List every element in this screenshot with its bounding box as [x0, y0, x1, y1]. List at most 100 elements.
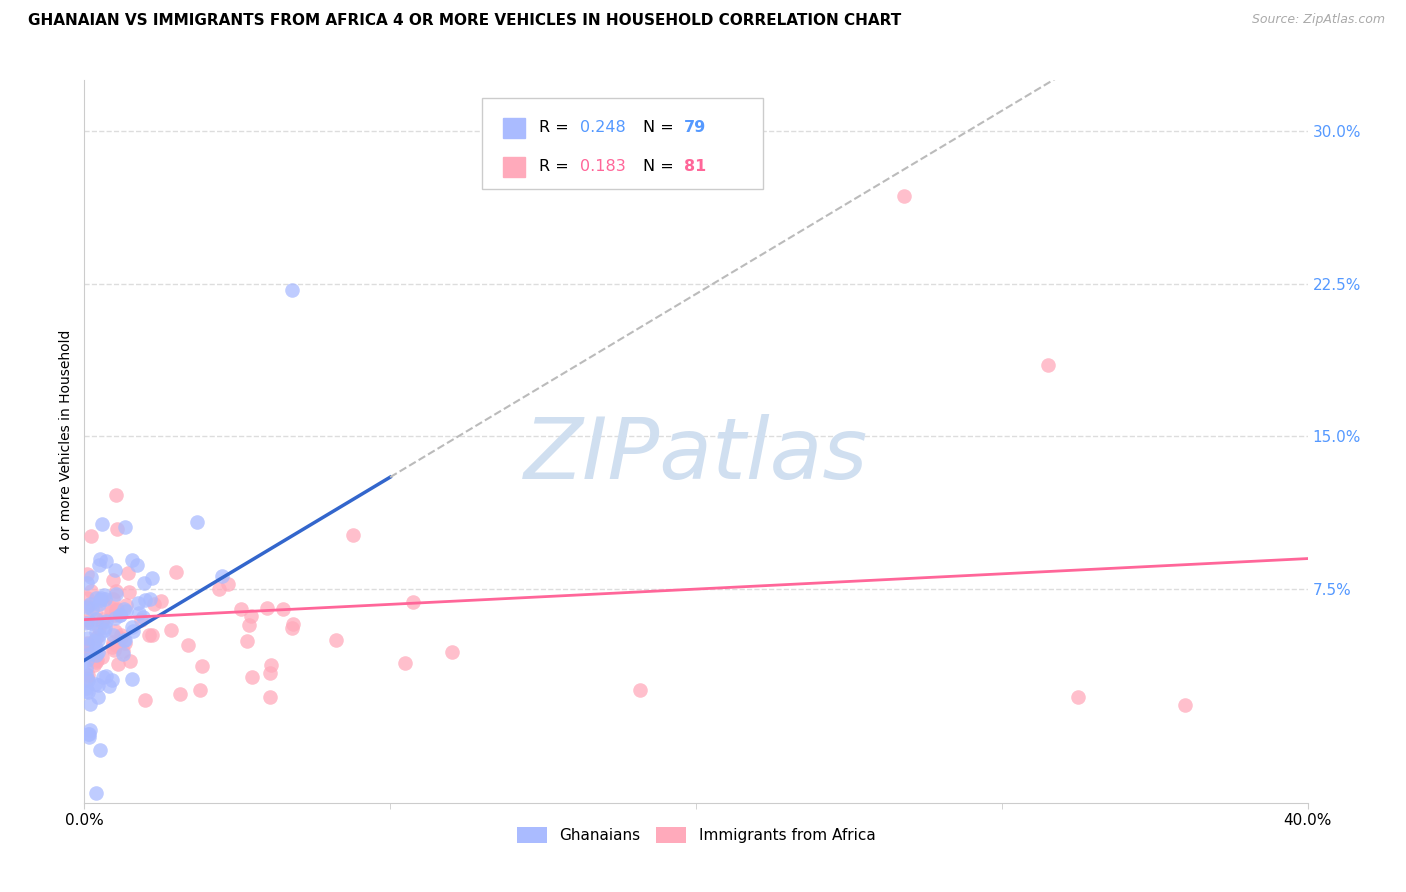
Point — [98, 679, 121, 693]
Point — [104, 624, 127, 639]
Point — [229, 602, 252, 616]
Point — [105, 522, 128, 536]
Point — [75, 661, 97, 675]
Point — [104, 608, 127, 623]
Text: 0.183: 0.183 — [579, 160, 626, 175]
Point — [86, 653, 108, 667]
Point — [76, 576, 98, 591]
Point — [76, 567, 98, 582]
Point — [129, 613, 152, 627]
Point — [103, 573, 125, 587]
Point — [115, 604, 138, 618]
Point — [211, 569, 233, 583]
Text: N =: N = — [644, 120, 679, 136]
Point — [273, 601, 295, 615]
Point — [89, 743, 111, 757]
Point — [240, 608, 263, 623]
Point — [84, 677, 107, 691]
Point — [111, 644, 134, 658]
Point — [101, 673, 124, 688]
Point — [83, 633, 105, 648]
Point — [76, 673, 98, 688]
Point — [91, 670, 114, 684]
Point — [115, 599, 138, 613]
Point — [134, 592, 156, 607]
Point — [177, 639, 200, 653]
Point — [76, 599, 98, 613]
Point — [76, 599, 98, 614]
Point — [260, 658, 283, 673]
Point — [104, 584, 127, 599]
Y-axis label: 4 or more Vehicles in Household: 4 or more Vehicles in Household — [59, 330, 73, 553]
Point — [89, 551, 111, 566]
Point — [134, 693, 156, 707]
Point — [104, 563, 127, 577]
Point — [94, 615, 117, 629]
Point — [87, 627, 110, 641]
Point — [120, 654, 142, 668]
Point — [127, 596, 149, 610]
Point — [84, 786, 107, 800]
Point — [114, 633, 136, 648]
Point — [84, 648, 107, 662]
Point — [79, 723, 101, 737]
Point — [76, 635, 98, 649]
Point — [76, 637, 98, 651]
Point — [79, 597, 101, 611]
Legend: Ghanaians, Immigrants from Africa: Ghanaians, Immigrants from Africa — [510, 822, 882, 849]
Point — [84, 625, 107, 640]
Point — [325, 633, 347, 648]
Point — [160, 623, 183, 637]
Point — [127, 558, 149, 572]
Point — [114, 520, 136, 534]
Point — [114, 635, 136, 649]
Point — [76, 632, 98, 646]
Point — [91, 516, 114, 531]
Point — [107, 601, 129, 615]
FancyBboxPatch shape — [503, 118, 524, 137]
Point — [93, 623, 115, 637]
Text: N =: N = — [644, 160, 679, 175]
Point — [89, 621, 111, 635]
Point — [128, 607, 150, 621]
Point — [76, 671, 98, 685]
Point — [117, 585, 139, 599]
Point — [79, 727, 101, 741]
Text: ZIPatlas: ZIPatlas — [524, 415, 868, 498]
Text: 0.248: 0.248 — [579, 120, 626, 136]
Point — [240, 670, 263, 684]
Point — [104, 611, 127, 625]
Point — [138, 628, 160, 642]
Point — [89, 558, 111, 572]
Point — [121, 620, 143, 634]
Point — [105, 639, 128, 653]
Point — [90, 615, 112, 629]
Point — [84, 591, 107, 605]
Point — [104, 587, 127, 601]
Point — [280, 621, 302, 635]
Point — [628, 683, 651, 698]
Point — [94, 591, 117, 606]
Point — [394, 656, 416, 670]
Point — [235, 634, 257, 648]
Point — [90, 591, 112, 606]
Point — [217, 577, 239, 591]
Text: 81: 81 — [683, 160, 706, 175]
Point — [259, 690, 281, 704]
Point — [75, 615, 97, 630]
Point — [80, 529, 103, 543]
Point — [89, 597, 111, 611]
Point — [105, 603, 128, 617]
Point — [87, 678, 110, 692]
Point — [77, 730, 100, 744]
Point — [101, 591, 124, 606]
Point — [1067, 690, 1090, 704]
Text: GHANAIAN VS IMMIGRANTS FROM AFRICA 4 OR MORE VEHICLES IN HOUSEHOLD CORRELATION C: GHANAIAN VS IMMIGRANTS FROM AFRICA 4 OR … — [28, 13, 901, 29]
Point — [342, 528, 364, 542]
Point — [76, 615, 98, 630]
Point — [149, 594, 172, 608]
Point — [87, 645, 110, 659]
Point — [87, 690, 110, 704]
Point — [76, 591, 98, 606]
Point — [1036, 358, 1059, 372]
